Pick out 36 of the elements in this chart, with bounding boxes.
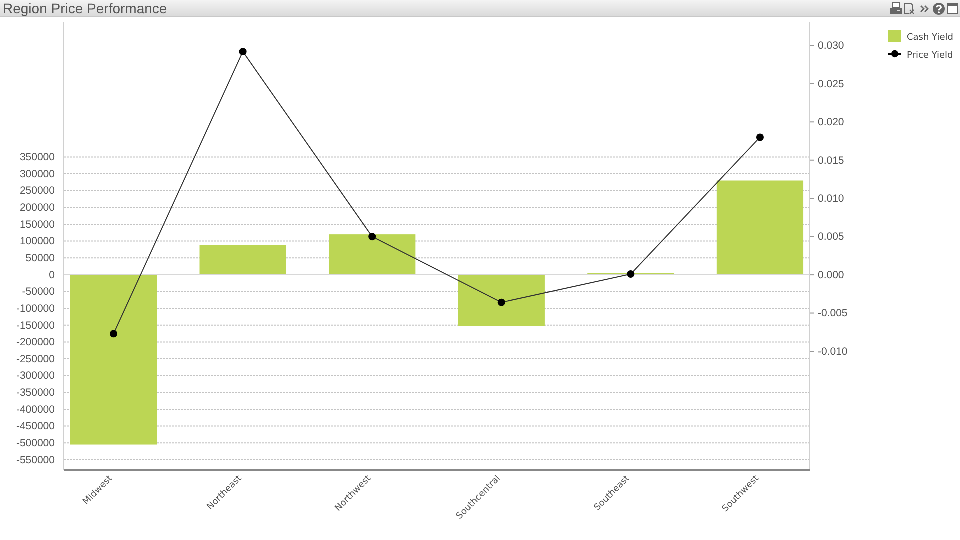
y2-tick-label: 0.020 <box>818 116 844 129</box>
y-tick-label: 300000 <box>20 168 56 180</box>
bar <box>329 234 416 275</box>
legend-label: Cash Yield <box>907 33 954 43</box>
y-tick-label: -150000 <box>16 320 56 332</box>
y-tick-label: 100000 <box>20 236 56 248</box>
chart-title: Region Price Performance <box>3 0 168 16</box>
bar <box>458 274 545 326</box>
y-tick-label: -400000 <box>16 404 56 416</box>
y2-tick-label: 0.030 <box>818 40 844 52</box>
y-tick-label: -450000 <box>16 420 56 433</box>
legend-label: Price Yield <box>907 51 954 61</box>
y-tick-label: 200000 <box>20 202 56 214</box>
bar <box>200 245 286 275</box>
y-tick-label: -100000 <box>16 302 56 315</box>
bar <box>716 180 804 275</box>
y2-tick-label: 0.025 <box>818 78 844 90</box>
y-tick-label: -200000 <box>16 336 56 349</box>
y-tick-label: 0 <box>49 269 56 282</box>
y2-tick-label: -0.005 <box>818 308 848 320</box>
y-tick-label: -250000 <box>16 353 56 366</box>
y-tick-label: -50000 <box>22 286 56 298</box>
y2-tick-label: 0.000 <box>818 269 844 282</box>
y-tick-label: -300000 <box>16 370 56 382</box>
bar <box>70 274 158 445</box>
y2-tick-label: 0.005 <box>818 231 844 244</box>
y-tick-label: -500000 <box>16 437 56 450</box>
y2-tick-label: 0.015 <box>818 154 844 167</box>
y-tick-label: -350000 <box>16 387 56 400</box>
y2-tick-label: -0.010 <box>818 346 848 358</box>
y-tick-label: 50000 <box>26 252 56 264</box>
y2-tick-label: 0.010 <box>818 192 844 205</box>
y-tick-label: 350000 <box>20 152 56 164</box>
y-tick-label: -550000 <box>16 454 56 466</box>
y-tick-label: 250000 <box>20 185 56 198</box>
y-tick-label: 150000 <box>20 218 56 231</box>
